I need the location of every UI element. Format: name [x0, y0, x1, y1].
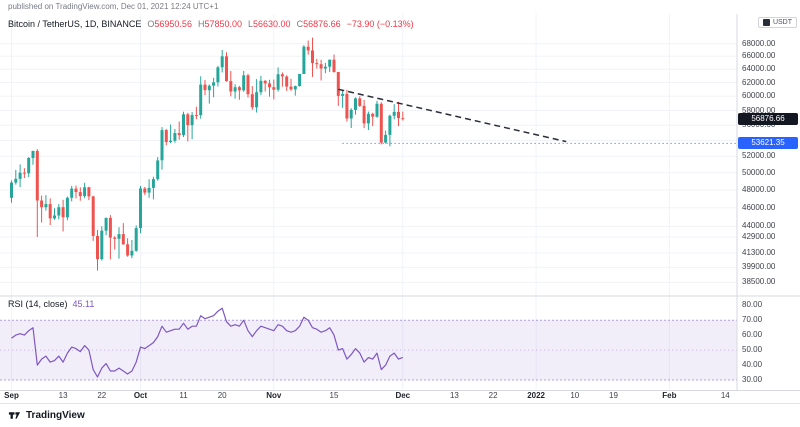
price-tick-label: 41300.00: [742, 247, 776, 257]
rsi-tick-label: 70.00: [742, 315, 763, 325]
time-tick-label: 22: [488, 391, 498, 400]
close-label: C: [296, 19, 304, 29]
rsi-tick-label: 40.00: [742, 360, 763, 370]
symbol-title[interactable]: Bitcoin / TetherUS, 1D, BINANCE: [8, 19, 142, 29]
currency-badge[interactable]: USDT: [757, 17, 797, 28]
rsi-tick-label: 80.00: [742, 300, 763, 310]
rsi-tick-label: 50.00: [742, 345, 763, 355]
time-tick-label: 2022: [527, 391, 545, 400]
price-tick-label: 56000.00: [742, 120, 776, 130]
price-tick-label: 38500.00: [742, 277, 776, 287]
rsi-tick-label: 30.00: [742, 375, 763, 384]
rsi-value: 45.11: [72, 299, 95, 309]
time-tick-label: Dec: [395, 391, 411, 400]
time-tick-label: Oct: [133, 391, 148, 400]
time-tick-label: 10: [570, 391, 580, 400]
time-tick-label: 13: [58, 391, 68, 400]
price-tick-label: 64000.00: [742, 64, 776, 74]
time-tick-label: 13: [449, 391, 459, 400]
low-value: 56630.00: [253, 19, 291, 29]
price-tick-label: 62000.00: [742, 77, 776, 87]
rsi-tick-label: 60.00: [742, 330, 763, 340]
currency-label: USDT: [772, 19, 792, 26]
tradingview-brand[interactable]: TradingView: [26, 410, 85, 421]
time-axis[interactable]: Sep 13 22 Oct 11 20 Nov 15 Dec 13 22 2022 10 19 Feb 14: [0, 391, 737, 403]
high-label: H: [197, 19, 205, 29]
time-tick-label: Sep: [4, 391, 19, 400]
last-price-label: 56876.66: [738, 112, 798, 125]
time-tick-label: 20: [217, 391, 227, 400]
level-price-label: 53621.35: [738, 137, 798, 150]
price-tick-label: 58000.00: [742, 105, 776, 115]
time-tick-label: 14: [720, 391, 730, 400]
price-tick-label: 60000.00: [742, 91, 776, 101]
time-tick-label: 19: [609, 391, 618, 400]
time-tick-label: Feb: [662, 391, 677, 400]
high-value: 57850.00: [204, 19, 242, 29]
price-tick-label: 46000.00: [742, 202, 776, 212]
price-tick-label: 50000.00: [742, 167, 776, 177]
tradingview-logo-icon[interactable]: [8, 409, 21, 422]
publish-info: published on TradingView.com, Dec 01, 20…: [0, 0, 800, 14]
change-value: −73.90 (−0.13%): [346, 19, 414, 29]
low-label: L: [248, 19, 254, 29]
currency-flag-icon: [762, 19, 770, 26]
price-axis[interactable]: 68000.00 66000.00 64000.00 62000.00 60000.00…: [737, 0, 800, 403]
open-label: O: [147, 19, 155, 29]
price-tick-label: 66000.00: [742, 51, 776, 61]
price-tick-label: 52000.00: [742, 151, 776, 161]
time-tick-label: 15: [329, 391, 339, 400]
close-value: 56876.66: [303, 19, 341, 29]
price-tick-label: 68000.00: [742, 38, 776, 48]
price-tick-label: 42900.00: [742, 232, 776, 241]
rsi-title[interactable]: RSI (14, close): [8, 299, 68, 309]
price-tick-label: 44000.00: [742, 221, 776, 231]
time-tick-label: 11: [179, 391, 188, 400]
time-tick-label: Nov: [266, 391, 282, 400]
open-value: 56950.56: [154, 19, 192, 29]
rsi-legend: RSI (14, close) 45.11: [8, 299, 94, 309]
time-tick-label: 22: [97, 391, 107, 400]
price-tick-label: 48000.00: [742, 184, 776, 194]
symbol-legend: Bitcoin / TetherUS, 1D, BINANCE O56950.56…: [8, 19, 414, 29]
price-tick-label: 39900.00: [742, 262, 776, 272]
footer-bar: TradingView: [0, 403, 800, 427]
